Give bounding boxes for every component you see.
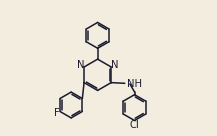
- Text: F: F: [54, 108, 60, 118]
- Text: Cl: Cl: [130, 120, 139, 130]
- Text: N: N: [77, 60, 84, 70]
- Text: N: N: [111, 60, 118, 70]
- Text: NH: NH: [127, 79, 142, 89]
